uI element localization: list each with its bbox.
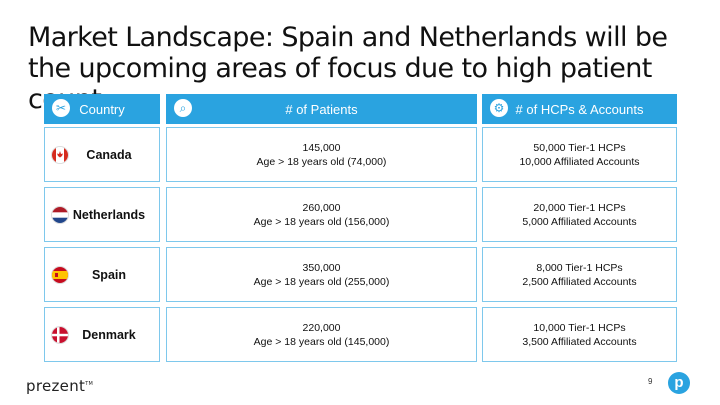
- affiliated-accounts: 3,500 Affiliated Accounts: [522, 335, 637, 348]
- patients-total: 350,000: [302, 261, 341, 274]
- table-row-hcps: 50,000 Tier-1 HCPs 10,000 Affiliated Acc…: [482, 127, 677, 182]
- patients-total: 220,000: [302, 321, 341, 334]
- table-row-patients: 350,000 Age > 18 years old (255,000): [166, 247, 477, 302]
- header-hcps-label: # of HCPs & Accounts: [515, 101, 644, 117]
- table-row-country: Netherlands: [44, 187, 160, 242]
- patients-total: 260,000: [302, 201, 341, 214]
- table-row-country: Spain: [44, 247, 160, 302]
- header-country-label: Country: [79, 101, 125, 117]
- table-row-hcps: 10,000 Tier-1 HCPs 3,500 Affiliated Acco…: [482, 307, 677, 362]
- header-patients-label: # of Patients: [285, 101, 358, 117]
- brand-name: prezent: [26, 377, 86, 395]
- patients-total: 145,000: [302, 141, 341, 154]
- patients-adults: Age > 18 years old (156,000): [253, 215, 390, 228]
- table-row-patients: 145,000 Age > 18 years old (74,000): [166, 127, 477, 182]
- header-patients: ⌕ # of Patients: [166, 94, 477, 124]
- country-name: Netherlands: [72, 207, 146, 222]
- table-row-patients: 260,000 Age > 18 years old (156,000): [166, 187, 477, 242]
- header-hcps: ⚙ # of HCPs & Accounts: [482, 94, 677, 124]
- page-number: 9: [648, 377, 653, 386]
- hcps-tier1: 20,000 Tier-1 HCPs: [533, 201, 626, 214]
- table-row-country: Canada: [44, 127, 160, 182]
- affiliated-accounts: 5,000 Affiliated Accounts: [522, 215, 637, 228]
- affiliated-accounts: 10,000 Affiliated Accounts: [519, 155, 640, 168]
- prezent-logo: prezentTM: [26, 377, 93, 395]
- hcps-tier1: 50,000 Tier-1 HCPs: [533, 141, 626, 154]
- patients-adults: Age > 18 years old (74,000): [256, 155, 387, 168]
- affiliated-accounts: 2,500 Affiliated Accounts: [522, 275, 637, 288]
- denmark-flag-icon: [51, 325, 69, 344]
- table-row-country: Denmark: [44, 307, 160, 362]
- hcps-tier1: 10,000 Tier-1 HCPs: [533, 321, 626, 334]
- header-country: ✂ Country: [44, 94, 160, 124]
- gear-icon: ⚙: [490, 99, 508, 117]
- stethoscope-icon: ✂: [52, 99, 70, 117]
- canada-flag-icon: [51, 145, 69, 164]
- patients-adults: Age > 18 years old (255,000): [253, 275, 390, 288]
- country-name: Canada: [86, 147, 132, 162]
- trademark: TM: [85, 381, 94, 387]
- country-name: Denmark: [82, 327, 136, 342]
- table-row-patients: 220,000 Age > 18 years old (145,000): [166, 307, 477, 362]
- hcps-tier1: 8,000 Tier-1 HCPs: [536, 261, 623, 274]
- search-icon: ⌕: [174, 99, 192, 117]
- netherlands-flag-icon: [51, 205, 69, 224]
- table-row-hcps: 8,000 Tier-1 HCPs 2,500 Affiliated Accou…: [482, 247, 677, 302]
- p-logo-icon: p: [668, 372, 690, 394]
- patients-adults: Age > 18 years old (145,000): [253, 335, 390, 348]
- country-name: Spain: [91, 267, 127, 282]
- spain-flag-icon: [51, 265, 69, 284]
- slide-title: Market Landscape: Spain and Netherlands …: [28, 22, 668, 115]
- table-row-hcps: 20,000 Tier-1 HCPs 5,000 Affiliated Acco…: [482, 187, 677, 242]
